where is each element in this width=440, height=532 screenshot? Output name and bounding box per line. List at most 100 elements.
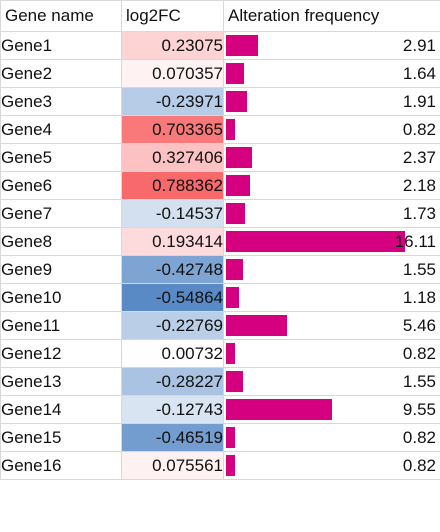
header-alteration-frequency[interactable]: Alteration frequency bbox=[223, 0, 440, 32]
table-row: Gene12 0.00732 0.82 bbox=[0, 339, 440, 368]
cell-gene-name[interactable]: Gene2 bbox=[0, 59, 122, 88]
cell-alteration-frequency[interactable]: 9.55 bbox=[223, 395, 440, 424]
cell-alteration-frequency[interactable]: 1.91 bbox=[223, 87, 440, 116]
cell-gene-name[interactable]: Gene6 bbox=[0, 171, 122, 200]
cell-alteration-frequency[interactable]: 5.46 bbox=[223, 311, 440, 340]
frequency-data-bar bbox=[226, 455, 235, 476]
frequency-value: 5.46 bbox=[402, 316, 436, 335]
table-row: Gene16 0.075561 0.82 bbox=[0, 451, 440, 480]
frequency-value: 1.64 bbox=[402, 64, 436, 83]
cell-alteration-frequency[interactable]: 2.91 bbox=[223, 31, 440, 60]
frequency-value: 0.82 bbox=[402, 120, 436, 139]
cell-gene-name[interactable]: Gene10 bbox=[0, 283, 122, 312]
frequency-value: 1.73 bbox=[402, 204, 436, 223]
frequency-data-bar bbox=[226, 63, 244, 84]
cell-gene-name[interactable]: Gene7 bbox=[0, 199, 122, 228]
table-row: Gene11 -0.22769 5.46 bbox=[0, 311, 440, 340]
frequency-data-bar bbox=[226, 119, 235, 140]
cell-log2fc[interactable]: 0.703365 bbox=[121, 115, 224, 144]
table-row: Gene9 -0.42748 1.55 bbox=[0, 255, 440, 284]
cell-log2fc[interactable]: 0.327406 bbox=[121, 143, 224, 172]
cell-log2fc[interactable]: -0.54864 bbox=[121, 283, 224, 312]
table-row: Gene2 0.070357 1.64 bbox=[0, 59, 440, 88]
cell-alteration-frequency[interactable]: 1.64 bbox=[223, 59, 440, 88]
table-row: Gene15 -0.46519 0.82 bbox=[0, 423, 440, 452]
frequency-value: 0.82 bbox=[402, 428, 436, 447]
frequency-data-bar bbox=[226, 371, 243, 392]
table-row: Gene8 0.193414 16.11 bbox=[0, 227, 440, 256]
cell-gene-name[interactable]: Gene1 bbox=[0, 31, 122, 60]
cell-gene-name[interactable]: Gene15 bbox=[0, 423, 122, 452]
cell-log2fc[interactable]: -0.12743 bbox=[121, 395, 224, 424]
gene-table: Gene name log2FC Alteration frequency Ge… bbox=[0, 0, 440, 480]
frequency-value: 9.55 bbox=[402, 400, 436, 419]
frequency-data-bar bbox=[226, 427, 235, 448]
table-row: Gene7 -0.14537 1.73 bbox=[0, 199, 440, 228]
cell-alteration-frequency[interactable]: 1.55 bbox=[223, 367, 440, 396]
frequency-value: 1.55 bbox=[402, 260, 436, 279]
frequency-value: 0.82 bbox=[402, 344, 436, 363]
cell-alteration-frequency[interactable]: 0.82 bbox=[223, 115, 440, 144]
cell-gene-name[interactable]: Gene14 bbox=[0, 395, 122, 424]
cell-log2fc[interactable]: -0.14537 bbox=[121, 199, 224, 228]
cell-alteration-frequency[interactable]: 1.18 bbox=[223, 283, 440, 312]
table-row: Gene1 0.23075 2.91 bbox=[0, 31, 440, 60]
header-row: Gene name log2FC Alteration frequency bbox=[0, 0, 440, 32]
cell-alteration-frequency[interactable]: 0.82 bbox=[223, 423, 440, 452]
frequency-value: 2.18 bbox=[402, 176, 436, 195]
cell-log2fc[interactable]: -0.28227 bbox=[121, 367, 224, 396]
frequency-data-bar bbox=[226, 203, 245, 224]
frequency-data-bar bbox=[226, 147, 252, 168]
cell-gene-name[interactable]: Gene11 bbox=[0, 311, 122, 340]
cell-gene-name[interactable]: Gene9 bbox=[0, 255, 122, 284]
cell-log2fc[interactable]: -0.22769 bbox=[121, 311, 224, 340]
table-row: Gene3 -0.23971 1.91 bbox=[0, 87, 440, 116]
cell-gene-name[interactable]: Gene13 bbox=[0, 367, 122, 396]
table-row: Gene5 0.327406 2.37 bbox=[0, 143, 440, 172]
cell-log2fc[interactable]: -0.42748 bbox=[121, 255, 224, 284]
table-row: Gene4 0.703365 0.82 bbox=[0, 115, 440, 144]
table-row: Gene6 0.788362 2.18 bbox=[0, 171, 440, 200]
cell-gene-name[interactable]: Gene3 bbox=[0, 87, 122, 116]
cell-log2fc[interactable]: 0.075561 bbox=[121, 451, 224, 480]
frequency-data-bar bbox=[226, 259, 243, 280]
cell-alteration-frequency[interactable]: 0.82 bbox=[223, 339, 440, 368]
frequency-value: 2.37 bbox=[402, 148, 436, 167]
cell-log2fc[interactable]: 0.070357 bbox=[121, 59, 224, 88]
frequency-value: 1.55 bbox=[402, 372, 436, 391]
frequency-data-bar bbox=[226, 287, 239, 308]
frequency-data-bar bbox=[226, 343, 235, 364]
cell-alteration-frequency[interactable]: 0.82 bbox=[223, 451, 440, 480]
cell-alteration-frequency[interactable]: 1.73 bbox=[223, 199, 440, 228]
cell-gene-name[interactable]: Gene16 bbox=[0, 451, 122, 480]
table-row: Gene13 -0.28227 1.55 bbox=[0, 367, 440, 396]
table-row: Gene10 -0.54864 1.18 bbox=[0, 283, 440, 312]
cell-log2fc[interactable]: 0.00732 bbox=[121, 339, 224, 368]
cell-alteration-frequency[interactable]: 2.18 bbox=[223, 171, 440, 200]
frequency-data-bar bbox=[226, 35, 258, 56]
cell-log2fc[interactable]: -0.46519 bbox=[121, 423, 224, 452]
cell-alteration-frequency[interactable]: 2.37 bbox=[223, 143, 440, 172]
cell-gene-name[interactable]: Gene5 bbox=[0, 143, 122, 172]
cell-log2fc[interactable]: -0.23971 bbox=[121, 87, 224, 116]
frequency-value: 1.18 bbox=[402, 288, 436, 307]
frequency-data-bar bbox=[226, 315, 287, 336]
frequency-data-bar bbox=[226, 231, 405, 252]
cell-gene-name[interactable]: Gene12 bbox=[0, 339, 122, 368]
cell-alteration-frequency[interactable]: 1.55 bbox=[223, 255, 440, 284]
frequency-data-bar bbox=[226, 399, 332, 420]
frequency-data-bar bbox=[226, 91, 247, 112]
frequency-value: 1.91 bbox=[402, 92, 436, 111]
cell-alteration-frequency[interactable]: 16.11 bbox=[223, 227, 440, 256]
cell-log2fc[interactable]: 0.193414 bbox=[121, 227, 224, 256]
cell-log2fc[interactable]: 0.788362 bbox=[121, 171, 224, 200]
header-log2fc[interactable]: log2FC bbox=[121, 0, 224, 32]
cell-gene-name[interactable]: Gene4 bbox=[0, 115, 122, 144]
table-row: Gene14 -0.12743 9.55 bbox=[0, 395, 440, 424]
cell-log2fc[interactable]: 0.23075 bbox=[121, 31, 224, 60]
frequency-data-bar bbox=[226, 175, 250, 196]
cell-gene-name[interactable]: Gene8 bbox=[0, 227, 122, 256]
frequency-value: 0.82 bbox=[402, 456, 436, 475]
header-gene-name[interactable]: Gene name bbox=[0, 0, 122, 32]
